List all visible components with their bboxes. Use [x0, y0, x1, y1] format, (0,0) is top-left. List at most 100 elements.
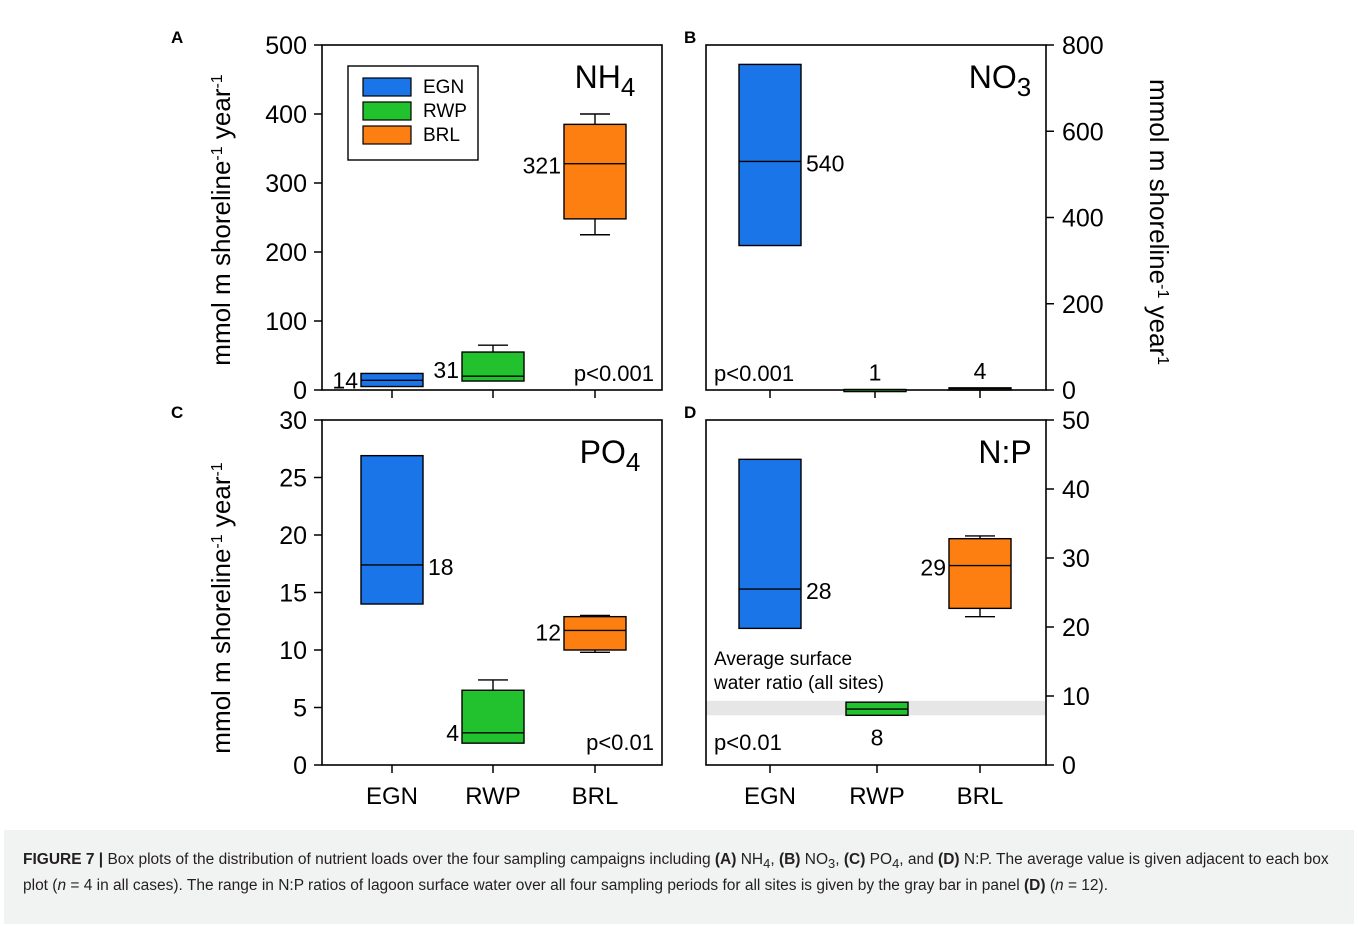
caption-ref-d: (D)	[1024, 877, 1046, 895]
p-value: p<0.001	[714, 361, 794, 386]
caption-n: n	[1055, 877, 1064, 895]
y-tick-label: 20	[279, 522, 307, 550]
ylabel-top-left: mmol m shoreline-1 year-1	[206, 74, 236, 366]
p-value: p<0.01	[586, 730, 654, 755]
caption-text: N:P. The average value is given adjacent…	[23, 851, 1329, 895]
caption-text: ,	[835, 851, 844, 868]
reference-band-label: Average surface	[714, 649, 852, 670]
x-tick-label: EGN	[366, 783, 418, 810]
ylabel-bottom-left: mmol m shoreline-1 year-1	[206, 462, 236, 754]
x-tick-label: EGN	[744, 783, 796, 810]
y-tick-label: 400	[265, 101, 307, 129]
y-tick-label: 400	[1062, 205, 1104, 233]
panel-title: NO3	[969, 59, 1031, 102]
caption-po: PO	[865, 851, 893, 868]
x-tick-label: BRL	[572, 783, 619, 810]
value-label: 31	[433, 357, 459, 383]
caption-no: NO	[800, 851, 829, 868]
value-label: 321	[523, 153, 561, 179]
box-rwp	[461, 689, 525, 744]
y-tick-label: 40	[1062, 476, 1090, 504]
value-label: 28	[806, 578, 832, 604]
box-brl	[563, 123, 627, 220]
y-tick-label: 20	[1062, 614, 1090, 642]
y-tick-label: 0	[1062, 377, 1076, 405]
caption-no-sub: 3	[828, 856, 836, 872]
panel-d: Average surface water ratio (all sites) 0 1…	[705, 407, 1090, 810]
y-tick-label: 200	[265, 239, 307, 267]
value-label: 18	[428, 554, 454, 580]
legend-label: RWP	[423, 101, 467, 122]
panel-a: 0 100 200 300 400 500 14 31 321 NH4 p<0.001 EGN RWP B…	[265, 32, 663, 405]
value-label: 29	[920, 555, 946, 581]
y-tick-label: 15	[279, 580, 307, 608]
y-tick-label: 30	[279, 407, 307, 435]
caption-ref-c: (C)	[843, 851, 866, 868]
y-tick-label: 500	[265, 32, 307, 60]
plot-frame	[321, 44, 663, 391]
value-label: 4	[974, 358, 987, 384]
x-tick-label: RWP	[849, 783, 905, 810]
panel-a-letter: A	[171, 28, 183, 47]
caption-text: , and	[899, 851, 939, 868]
value-label: 4	[446, 720, 459, 746]
y-tick-label: 50	[1062, 407, 1090, 435]
panel-title: NH4	[575, 59, 636, 102]
legend-swatch-egn	[362, 77, 412, 97]
reference-band-label: water ratio (all sites)	[713, 673, 884, 694]
value-label: 540	[806, 150, 844, 176]
caption-box: FIGURE 7 | Box plots of the distribution…	[4, 830, 1354, 924]
legend-label: BRL	[423, 125, 460, 146]
caption-text: (	[1045, 877, 1056, 895]
value-label: 1	[869, 360, 882, 386]
caption-ref-a: (A)	[714, 851, 737, 868]
caption-po-sub: 4	[892, 856, 900, 872]
box-egn	[360, 454, 424, 605]
caption-text: ,	[770, 851, 779, 868]
caption-text: = 4 in all cases). The range in N:P rati…	[66, 877, 1025, 895]
value-label: 12	[535, 619, 561, 645]
caption-nh-sub: 4	[763, 856, 771, 872]
box-brl	[948, 537, 1012, 610]
panel-d-letter: D	[684, 403, 696, 422]
y-tick-label: 200	[1062, 291, 1104, 319]
caption-text: Box plots of the distribution of nutrien…	[103, 851, 715, 868]
panel-c: 0 5 10 15 20 25 30 EGN RWP BRL 18 4 12 PO4 p<0.01	[279, 407, 663, 810]
value-label: 8	[871, 724, 884, 750]
caption-nh: NH	[736, 851, 764, 868]
figure-caption: FIGURE 7 | Box plots of the distribution…	[23, 849, 1343, 897]
panel-b: 0 200 400 600 800 540 1 4 NO3 p<0.001	[705, 32, 1104, 405]
ylabel-top-right: mmol m shoreline-1 year1	[1144, 79, 1174, 365]
caption-text: = 12).	[1063, 877, 1109, 895]
y-tick-label: 30	[1062, 545, 1090, 573]
y-tick-label: 100	[265, 308, 307, 336]
y-tick-label: 300	[265, 170, 307, 198]
box-egn	[738, 63, 802, 247]
value-label: 14	[332, 368, 358, 394]
x-tick-label: RWP	[465, 783, 521, 810]
legend-swatch-rwp	[362, 101, 412, 121]
plot-frame	[705, 419, 1047, 766]
y-tick-label: 10	[279, 637, 307, 665]
panel-b-letter: B	[684, 28, 696, 47]
panel-c-letter: C	[171, 403, 183, 422]
legend-swatch-brl	[362, 125, 412, 145]
y-tick-label: 5	[293, 695, 307, 723]
p-value: p<0.01	[714, 730, 782, 755]
y-tick-label: 25	[279, 465, 307, 493]
y-tick-label: 600	[1062, 118, 1104, 146]
caption-ref-b: (B)	[778, 851, 801, 868]
y-tick-label: 800	[1062, 32, 1104, 60]
legend-label: EGN	[423, 77, 464, 98]
y-tick-label: 0	[1062, 752, 1076, 780]
caption-n: n	[57, 877, 67, 895]
x-tick-label: BRL	[957, 783, 1004, 810]
p-value: p<0.001	[574, 361, 654, 386]
box-brl	[563, 615, 627, 651]
caption-ref-d: (D)	[938, 851, 960, 868]
y-tick-label: 10	[1062, 683, 1090, 711]
panel-title: N:P	[978, 434, 1031, 470]
panel-title: PO4	[580, 434, 641, 477]
box-egn	[738, 458, 802, 630]
